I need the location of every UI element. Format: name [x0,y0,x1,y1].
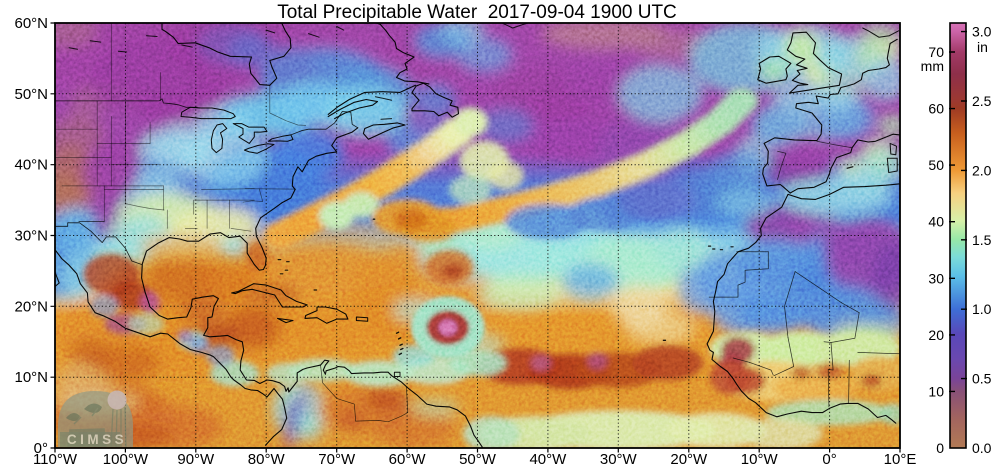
svg-text:40°N: 40°N [14,157,48,174]
svg-text:0.5: 0.5 [972,371,992,387]
svg-text:0°: 0° [34,440,48,457]
svg-text:30°W: 30°W [600,451,638,468]
svg-text:10: 10 [928,383,944,399]
svg-text:30: 30 [928,270,944,286]
svg-text:20°N: 20°N [14,298,48,315]
svg-text:0.0: 0.0 [972,440,992,456]
svg-text:20: 20 [928,327,944,343]
svg-text:1.5: 1.5 [972,232,992,248]
svg-text:40°W: 40°W [529,451,567,468]
svg-text:2.5: 2.5 [972,93,992,109]
svg-text:2.0: 2.0 [972,162,992,178]
svg-text:80°W: 80°W [248,451,286,468]
svg-text:60°N: 60°N [14,15,48,32]
svg-text:10°E: 10°E [884,451,917,468]
svg-text:in: in [977,39,988,55]
svg-text:CIMSS: CIMSS [67,432,127,447]
svg-text:70°W: 70°W [318,451,356,468]
svg-text:110°W: 110°W [33,451,78,468]
svg-text:20°W: 20°W [670,451,708,468]
svg-text:mm: mm [921,58,944,74]
svg-text:60: 60 [928,101,944,117]
svg-text:60°W: 60°W [389,451,427,468]
svg-text:0°: 0° [822,451,836,468]
svg-text:100°W: 100°W [103,451,149,468]
svg-text:10°W: 10°W [741,451,779,468]
svg-text:0: 0 [936,440,944,456]
svg-text:50°W: 50°W [459,451,497,468]
svg-text:40: 40 [928,214,944,230]
svg-text:10°N: 10°N [14,369,48,386]
svg-text:30°N: 30°N [14,228,48,245]
svg-text:3.0: 3.0 [972,24,992,40]
svg-text:70: 70 [928,44,944,60]
svg-text:50°N: 50°N [14,86,48,103]
svg-text:Total Precipitable Water 2017: Total Precipitable Water 2017-09-04 1900… [277,2,677,23]
svg-text:50: 50 [928,157,944,173]
svg-text:1.0: 1.0 [972,301,992,317]
svg-text:90°W: 90°W [177,451,215,468]
